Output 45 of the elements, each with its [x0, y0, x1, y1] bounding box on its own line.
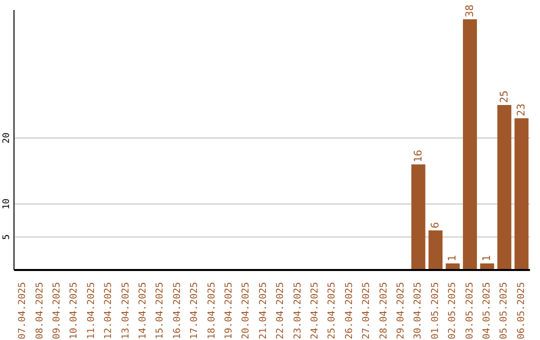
x-tick-label: 19.04.2025 [224, 282, 234, 340]
x-tick-label: 10.04.2025 [68, 282, 80, 340]
x-tick-label: 14.04.2025 [138, 282, 148, 340]
x-tick-label: 06.05.2025 [516, 282, 527, 340]
x-tick-label: 08.04.2025 [34, 282, 46, 340]
data-label: 23 [516, 104, 528, 116]
x-tick-label: 30.04.2025 [412, 282, 424, 340]
data-label: 38 [464, 4, 476, 18]
x-tick-label: 03.05.2025 [464, 282, 476, 340]
x-tick-label: 26.04.2025 [344, 282, 355, 340]
x-tick-label: 01.05.2025 [430, 282, 441, 340]
x-tick-label: 27.04.2025 [361, 282, 372, 340]
x-tick-label: 04.05.2025 [482, 282, 492, 340]
x-tick-label: 23.04.2025 [292, 282, 304, 340]
x-tick-label: 21.04.2025 [258, 282, 269, 340]
x-tick-label: 02.05.2025 [447, 282, 458, 340]
x-tick-label: 18.04.2025 [206, 282, 218, 340]
data-label: 25 [498, 90, 510, 104]
x-tick-label: 24.04.2025 [310, 282, 320, 340]
bar [428, 230, 443, 270]
x-tick-label: 15.04.2025 [154, 282, 166, 340]
data-label: 6 [430, 222, 442, 228]
bar [514, 118, 529, 270]
bar [497, 105, 512, 270]
y-tick-label: 5 [2, 234, 12, 240]
x-tick-label: 29.04.2025 [396, 282, 406, 340]
x-tick-label: 05.05.2025 [498, 282, 510, 340]
x-tick-label: 13.04.2025 [120, 282, 132, 340]
bar [462, 19, 477, 270]
bar [411, 164, 426, 270]
y-tick-label: 10 [2, 198, 12, 210]
x-tick-label: 17.04.2025 [189, 282, 200, 340]
x-tick-label: 07.04.2025 [17, 282, 28, 340]
data-label: 1 [446, 255, 459, 262]
x-tick-label: 11.04.2025 [86, 282, 97, 340]
x-tick-label: 16.04.2025 [172, 282, 183, 340]
x-tick-label: 25.04.2025 [326, 282, 338, 340]
x-tick-label: 12.04.2025 [103, 282, 114, 340]
x-tick-label: 22.04.2025 [275, 282, 286, 340]
data-label: 1 [481, 255, 494, 262]
y-tick-label: 20 [2, 132, 12, 144]
x-tick-label: 09.04.2025 [52, 282, 62, 340]
data-label: 16 [412, 150, 424, 162]
x-tick-label: 28.04.2025 [378, 282, 390, 340]
x-tick-label: 20.04.2025 [240, 282, 252, 340]
